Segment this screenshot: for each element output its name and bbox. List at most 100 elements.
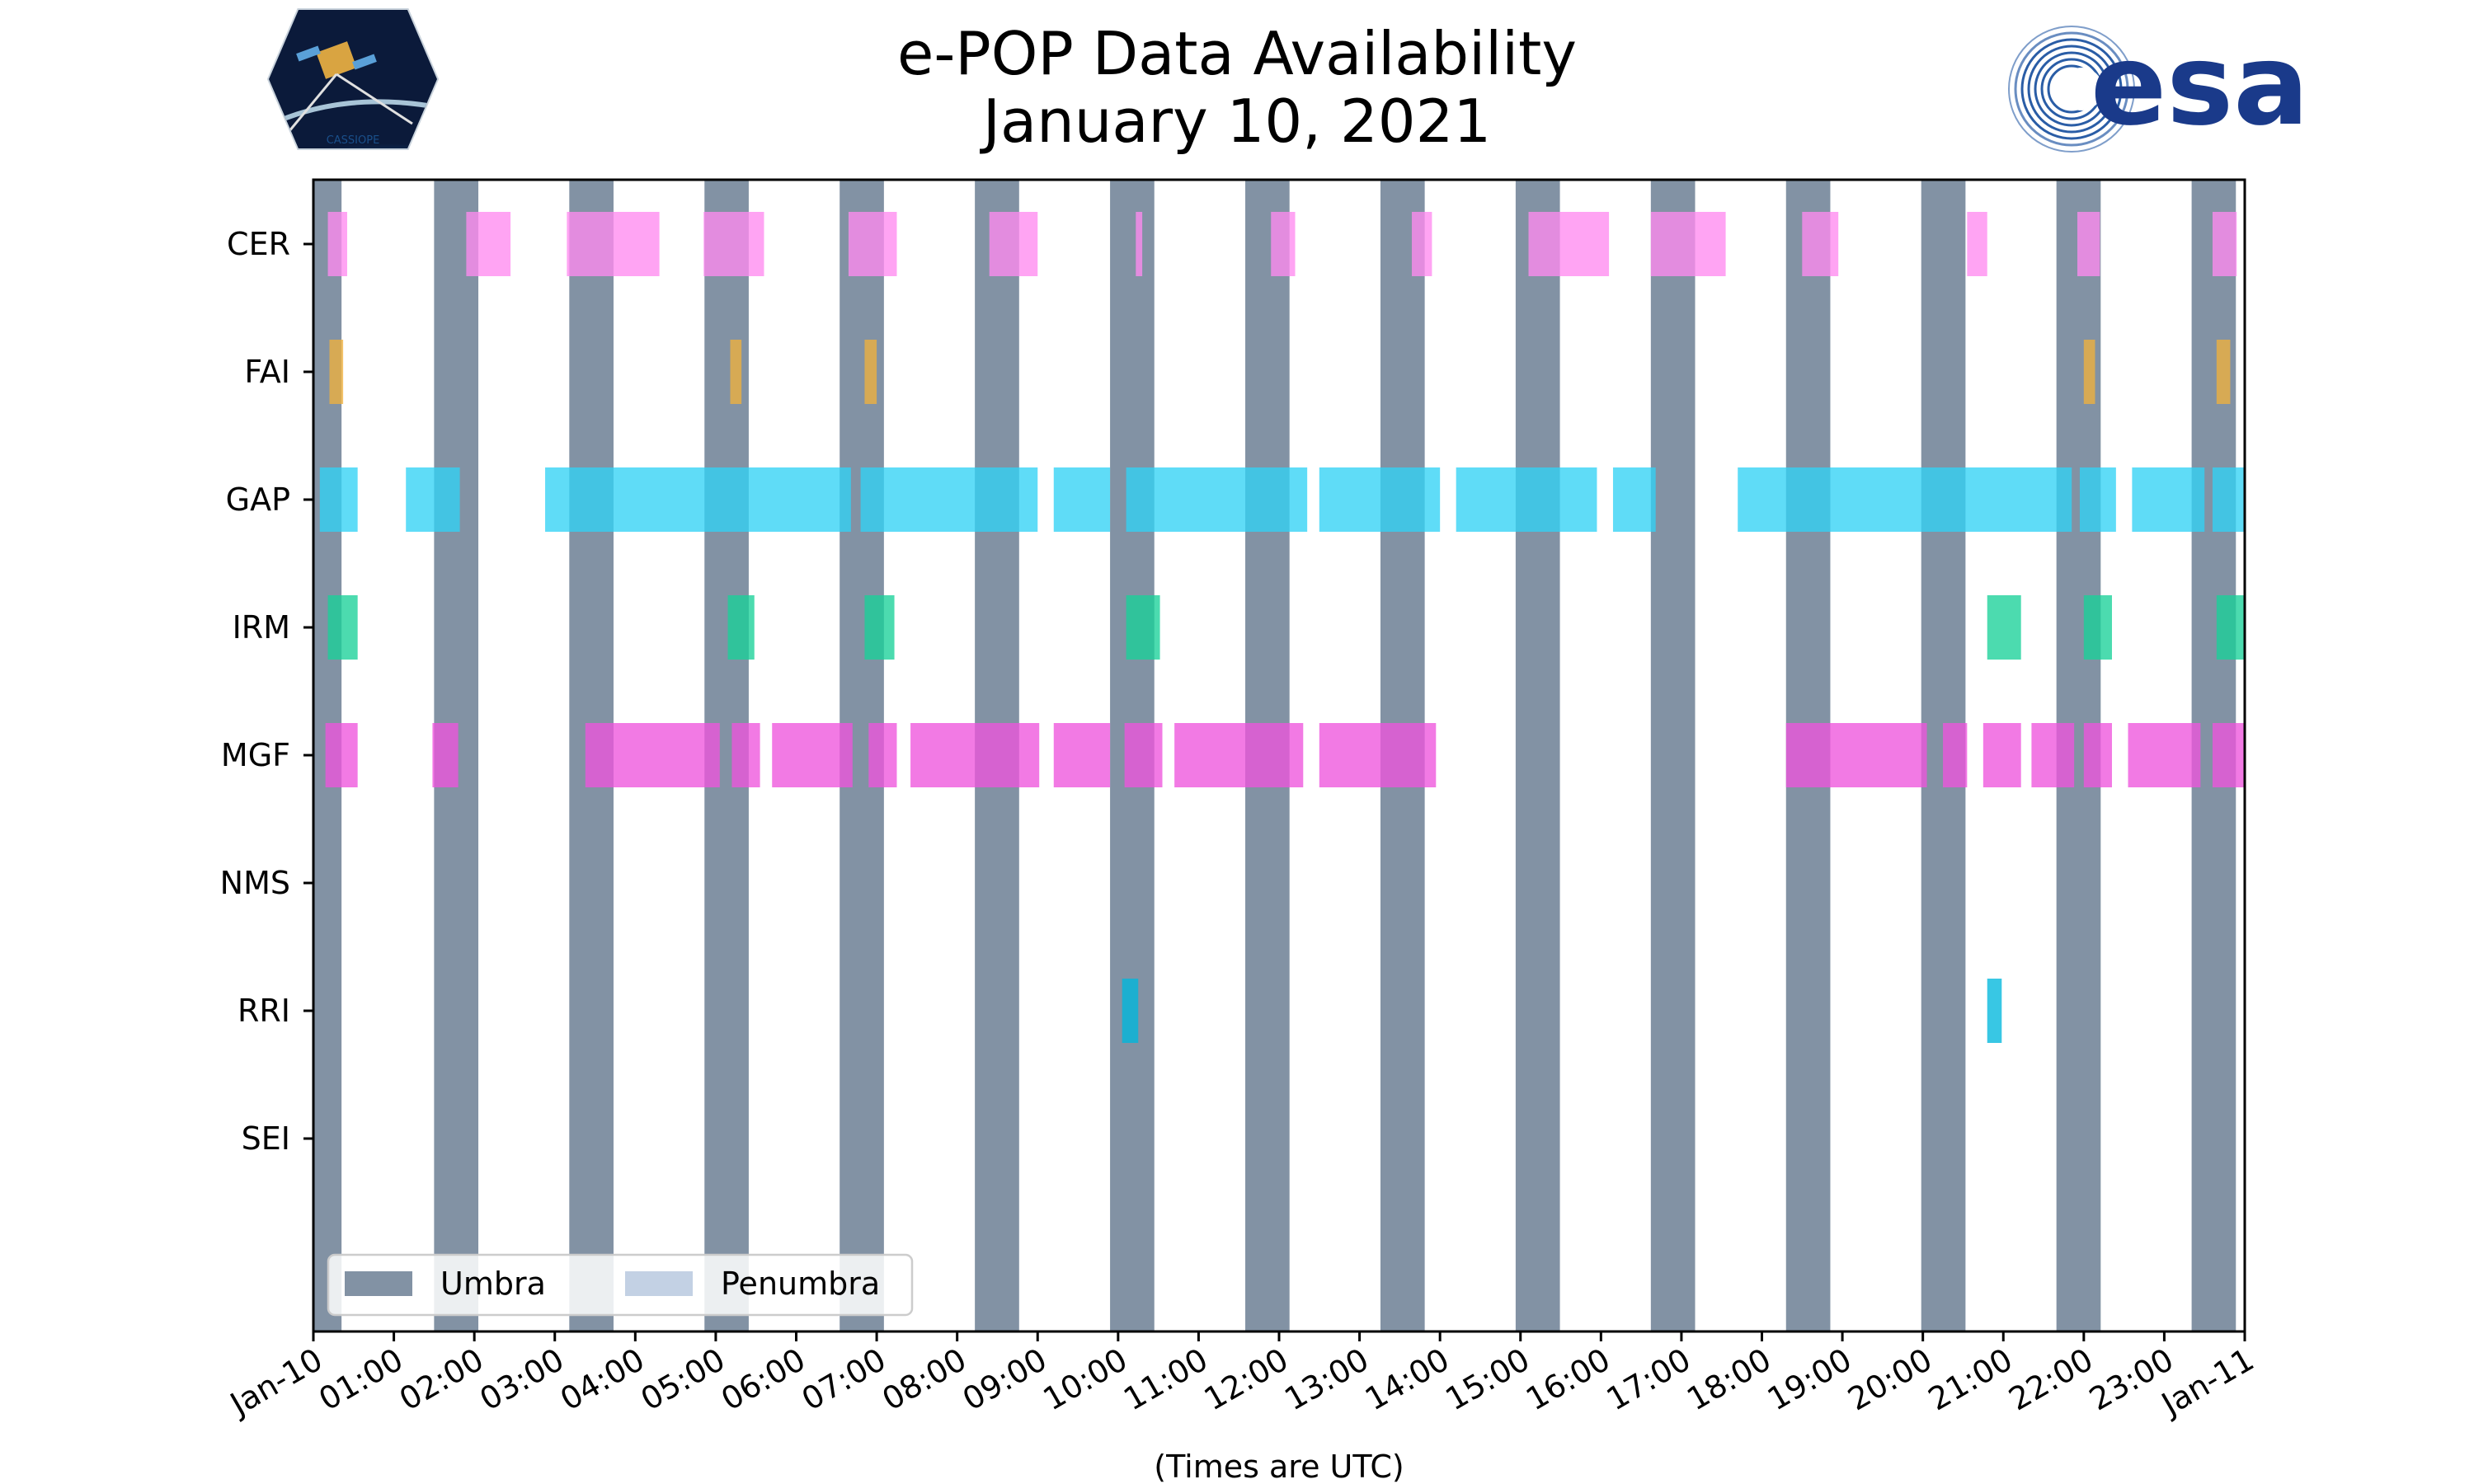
x-tick-label-11: 11:00 xyxy=(1117,1341,1214,1418)
bar-fai-0 xyxy=(329,340,344,404)
bar-fai-4 xyxy=(2216,340,2231,404)
bar-fai-2 xyxy=(864,340,877,404)
x-tick-label-13: 13:00 xyxy=(1278,1341,1375,1418)
y-tick-label-nms: NMS xyxy=(220,865,290,901)
bar-mgf-13 xyxy=(1982,723,2021,787)
x-tick-label-16: 16:00 xyxy=(1520,1341,1616,1418)
bar-cer-9 xyxy=(1528,212,1610,276)
x-tick-label-21: 21:00 xyxy=(1922,1341,2019,1418)
x-tick-label-7: 07:00 xyxy=(796,1341,892,1418)
y-tick-label-gap: GAP xyxy=(226,481,290,518)
bar-cer-0 xyxy=(327,212,347,276)
x-tick-label-3: 03:00 xyxy=(473,1341,570,1418)
bar-mgf-0 xyxy=(325,723,358,787)
x-tick-label-20: 20:00 xyxy=(1841,1341,1938,1418)
x-tick-label-22: 22:00 xyxy=(2002,1341,2099,1418)
bar-fai-3 xyxy=(2083,340,2095,404)
x-tick-label-4: 04:00 xyxy=(554,1341,651,1418)
bar-irm-6 xyxy=(2216,595,2245,660)
bar-cer-1 xyxy=(466,212,511,276)
y-tick-label-sei: SEI xyxy=(242,1120,290,1157)
bar-mgf-14 xyxy=(2031,723,2075,787)
bar-cer-10 xyxy=(1650,212,1726,276)
x-tick-label-18: 18:00 xyxy=(1681,1341,1777,1418)
bar-mgf-15 xyxy=(2083,723,2112,787)
esa-logo: esa xyxy=(2008,21,2309,153)
bar-irm-2 xyxy=(864,595,895,660)
bar-mgf-6 xyxy=(910,723,1040,787)
x-axis-label: (Times are UTC) xyxy=(1154,1449,1404,1484)
y-tick-label-cer: CER xyxy=(227,226,290,262)
bar-cer-7 xyxy=(1271,212,1296,276)
legend-box xyxy=(327,1253,914,1317)
bar-rri-0 xyxy=(1122,979,1139,1043)
bar-gap-2 xyxy=(545,467,851,532)
legend-umbra-swatch xyxy=(345,1271,412,1296)
bar-mgf-8 xyxy=(1124,723,1163,787)
bar-irm-1 xyxy=(727,595,755,660)
bar-cer-13 xyxy=(2077,212,2100,276)
instrument-bars xyxy=(319,212,2245,1043)
cassiope-logo-text: CASSIOPE xyxy=(327,134,380,147)
bar-gap-3 xyxy=(860,467,1038,532)
bar-mgf-10 xyxy=(1319,723,1437,787)
bar-gap-6 xyxy=(1319,467,1441,532)
bar-cer-2 xyxy=(567,212,660,276)
bar-mgf-1 xyxy=(432,723,459,787)
x-tick-label-15: 15:00 xyxy=(1439,1341,1536,1418)
umbra-band-10 xyxy=(1650,180,1696,1331)
bar-gap-11 xyxy=(2132,467,2205,532)
x-tick-label-6: 06:00 xyxy=(715,1341,811,1418)
x-tick-label-5: 05:00 xyxy=(635,1341,731,1418)
x-tick-label-24: Jan-11 xyxy=(2154,1341,2260,1423)
umbra-band-9 xyxy=(1515,180,1560,1331)
y-axis: CER FAI GAP IRM MGF NMS RRI SEI xyxy=(220,226,313,1157)
bar-gap-12 xyxy=(2212,467,2245,532)
bar-cer-12 xyxy=(1967,212,1987,276)
bar-irm-0 xyxy=(327,595,358,660)
x-tick-label-9: 09:00 xyxy=(957,1341,1053,1418)
legend: Umbra Penumbra xyxy=(327,1253,914,1317)
y-tick-label-irm: IRM xyxy=(233,609,290,646)
bar-cer-4 xyxy=(848,212,897,276)
bar-gap-1 xyxy=(406,467,460,532)
cassiope-logo: CASSIOPE xyxy=(266,8,440,150)
bar-mgf-11 xyxy=(1785,723,1927,787)
bar-gap-5 xyxy=(1126,467,1308,532)
bar-cer-3 xyxy=(703,212,764,276)
bar-cer-11 xyxy=(1802,212,1839,276)
y-tick-label-rri: RRI xyxy=(238,993,290,1029)
bar-mgf-17 xyxy=(2212,723,2245,787)
bar-mgf-9 xyxy=(1174,723,1304,787)
bar-irm-3 xyxy=(1126,595,1160,660)
legend-penumbra-label: Penumbra xyxy=(721,1266,880,1302)
x-tick-label-14: 14:00 xyxy=(1359,1341,1456,1418)
esa-logo-text: esa xyxy=(2091,21,2309,151)
bar-mgf-4 xyxy=(772,723,853,787)
x-tick-label-2: 02:00 xyxy=(393,1341,490,1418)
bar-gap-4 xyxy=(1053,467,1111,532)
bar-mgf-3 xyxy=(731,723,760,787)
bar-gap-0 xyxy=(319,467,358,532)
bar-mgf-7 xyxy=(1053,723,1111,787)
bar-rri-1 xyxy=(1987,979,2002,1043)
bar-cer-14 xyxy=(2212,212,2237,276)
x-tick-label-0: Jan-10 xyxy=(223,1341,328,1423)
chart-title-line-1: e-POP Data Availability xyxy=(897,19,1577,88)
y-tick-label-fai: FAI xyxy=(244,354,290,390)
x-tick-label-1: 01:00 xyxy=(313,1341,409,1418)
bar-irm-4 xyxy=(1987,595,2021,660)
bar-cer-5 xyxy=(989,212,1038,276)
legend-umbra-label: Umbra xyxy=(440,1266,546,1302)
x-tick-label-8: 08:00 xyxy=(876,1341,972,1418)
bar-gap-9 xyxy=(1738,467,2072,532)
chart-title-line-2: January 10, 2021 xyxy=(980,87,1491,156)
plot-area: CER FAI GAP IRM MGF NMS RRI SEI Jan-1001:0002:0… xyxy=(220,178,2260,1484)
bar-cer-6 xyxy=(1136,212,1143,276)
bar-mgf-16 xyxy=(2128,723,2201,787)
bar-gap-8 xyxy=(1612,467,1656,532)
y-tick-label-mgf: MGF xyxy=(221,737,290,773)
bar-mgf-2 xyxy=(585,723,720,787)
bar-cer-8 xyxy=(1412,212,1432,276)
